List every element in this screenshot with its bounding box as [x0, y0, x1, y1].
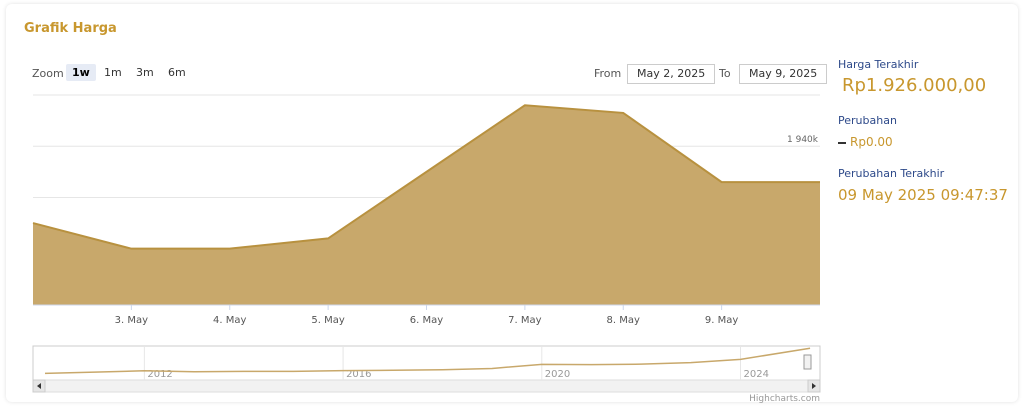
last-change-label: Perubahan Terakhir: [838, 167, 945, 180]
range-button[interactable]: 3m: [136, 66, 154, 79]
zoom-label: Zoom: [32, 67, 64, 80]
navigator-handle[interactable]: [803, 354, 812, 370]
chart-title: Grafik Harga: [24, 21, 117, 36]
navigator-tick-label: 2020: [545, 369, 570, 380]
credits[interactable]: Highcharts.com: [749, 394, 820, 404]
from-input[interactable]: May 2, 2025: [627, 64, 716, 84]
change: Rp0.00: [850, 135, 893, 149]
scroll-right-arrow: [812, 383, 816, 389]
range-button[interactable]: 1m: [104, 66, 122, 79]
last-price: Rp1.926.000,00: [842, 75, 987, 96]
navigator-tick-label: 2024: [744, 369, 769, 380]
navigator-tick-label: 2016: [346, 369, 371, 380]
to-label: To: [719, 67, 731, 80]
x-tick-label: 6. May: [410, 315, 443, 326]
x-tick-label: 5. May: [311, 315, 344, 326]
navigator-line: [44, 347, 811, 375]
scrollbar[interactable]: [32, 379, 821, 393]
last-price-label: Harga Terakhir: [838, 58, 919, 71]
area: [33, 105, 820, 306]
range-button[interactable]: 1w: [66, 64, 96, 81]
y-tick-label: 1 940k: [787, 135, 819, 145]
x-tick-label: 9. May: [705, 315, 738, 326]
change-label: Perubahan: [838, 114, 897, 127]
x-tick-label: 8. May: [607, 315, 640, 326]
scroll-left-arrow: [37, 383, 41, 389]
x-tick-label: 3. May: [115, 315, 148, 326]
to-input[interactable]: May 9, 2025: [739, 64, 828, 84]
range-button[interactable]: 6m: [168, 66, 186, 79]
change-icon: [838, 142, 846, 144]
navigator-tick-label: 2012: [147, 369, 172, 380]
from-label: From: [594, 67, 622, 80]
last-change: 09 May 2025 09:47:37: [838, 186, 1008, 204]
line: [32, 104, 820, 250]
x-tick-label: 4. May: [213, 315, 246, 326]
x-tick-label: 7. May: [508, 315, 541, 326]
